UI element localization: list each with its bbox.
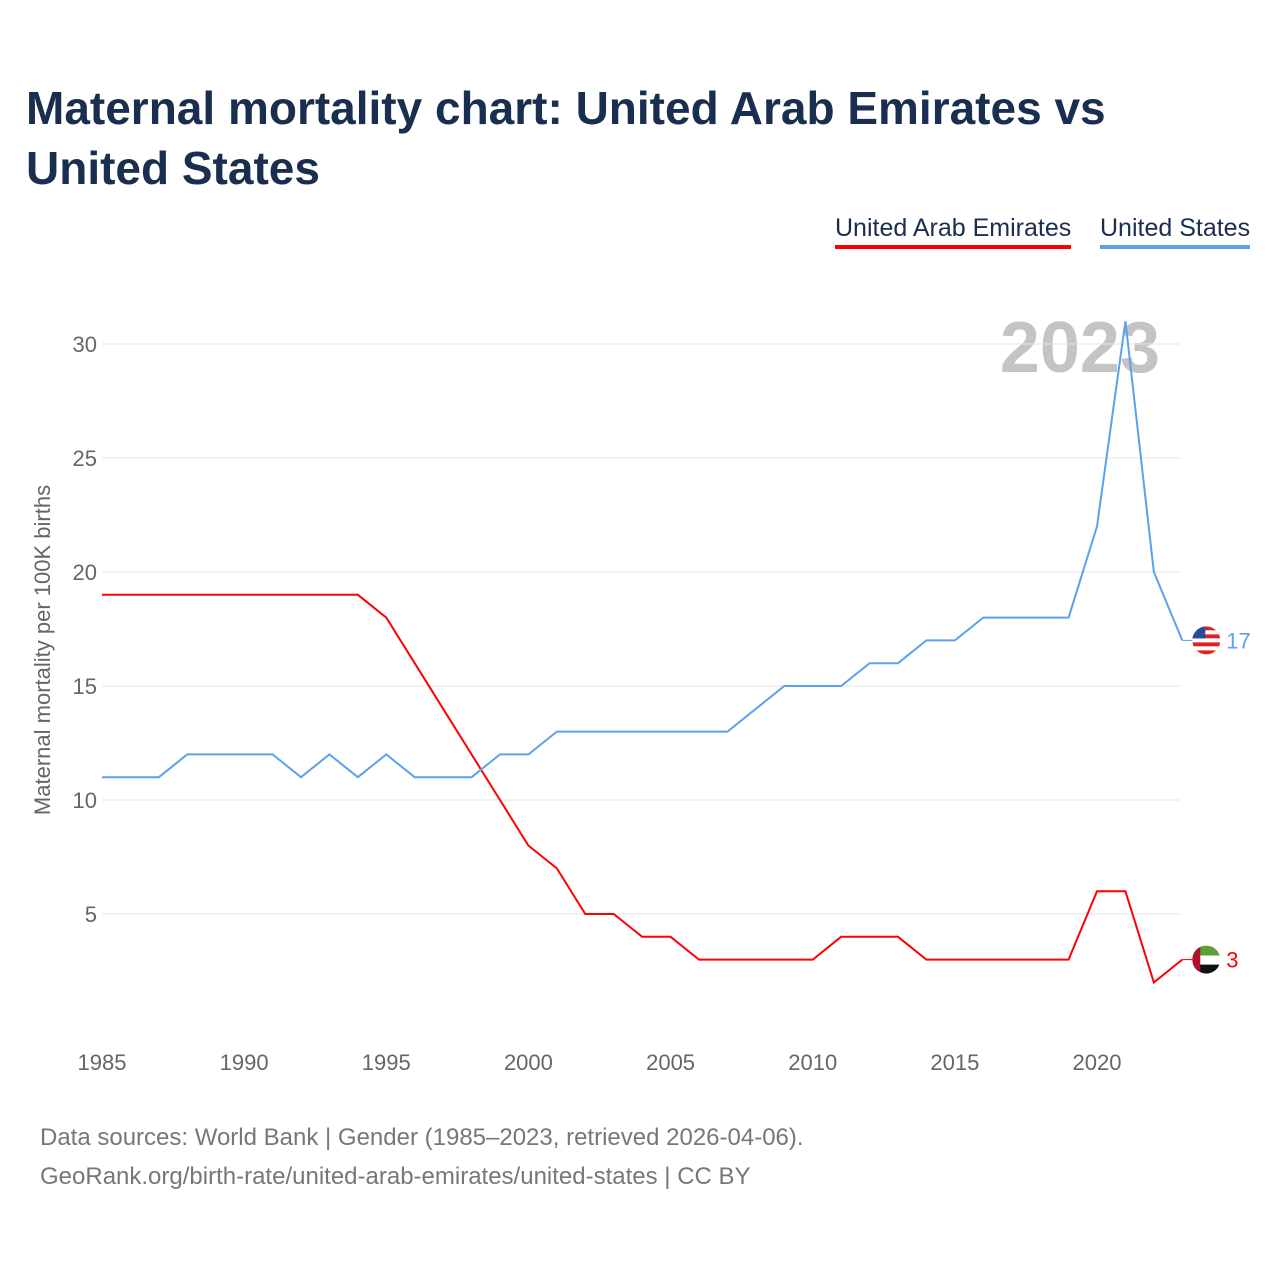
end-value-label: 17 (1226, 628, 1250, 653)
series-line-uae (102, 593, 1183, 985)
y-tick-label: 10 (73, 788, 97, 813)
flag-red (1192, 945, 1201, 974)
y-tick-label: 15 (73, 674, 97, 699)
year-watermark: 2023 (1000, 308, 1160, 388)
us-flag-icon (1192, 626, 1221, 655)
x-tick-label: 2005 (646, 1050, 695, 1075)
flag-stripe (1192, 634, 1221, 639)
x-tick-label: 1995 (362, 1050, 411, 1075)
flag-body (1192, 626, 1221, 655)
source-url-text: GeoRank.org/birth-rate/united-arab-emira… (40, 1163, 751, 1190)
flag-stripe (1192, 642, 1221, 647)
end-value-label: 3 (1226, 948, 1238, 973)
series-line-us (102, 321, 1184, 779)
legend-item-uae[interactable]: United Arab Emirates (835, 214, 1072, 249)
x-tick-label: 2010 (788, 1050, 837, 1075)
flag-body (1192, 945, 1221, 974)
y-tick-label: 20 (73, 560, 97, 585)
flag-stripe (1192, 650, 1221, 655)
y-axis-label: Maternal mortality per 100K births (30, 485, 55, 815)
chart-title: Maternal mortality chart: United Arab Em… (26, 82, 1106, 194)
x-tick-label: 2015 (930, 1050, 979, 1075)
flag-green (1192, 945, 1221, 956)
flag-stripe (1192, 638, 1221, 643)
flag-stripe (1192, 646, 1221, 651)
x-tick-label: 2000 (504, 1050, 553, 1075)
flag-canton (1192, 626, 1206, 639)
data-source-text: Data sources: World Bank | Gender (1985–… (40, 1124, 804, 1151)
y-tick-label: 30 (73, 332, 97, 357)
flag-white (1192, 955, 1221, 965)
flag-stripe (1192, 626, 1221, 631)
footer: Data sources: World Bank | Gender (1985–… (40, 1118, 804, 1196)
y-tick-label: 25 (73, 446, 97, 471)
legend-item-us[interactable]: United States (1100, 214, 1251, 249)
uae-flag-icon (1192, 945, 1221, 974)
y-tick-label: 5 (85, 902, 97, 927)
x-tick-label: 1985 (78, 1050, 127, 1075)
flag-black (1192, 964, 1221, 974)
x-tick-label: 2020 (1073, 1050, 1122, 1075)
x-tick-label: 1990 (220, 1050, 269, 1075)
flag-stripe (1192, 630, 1221, 635)
